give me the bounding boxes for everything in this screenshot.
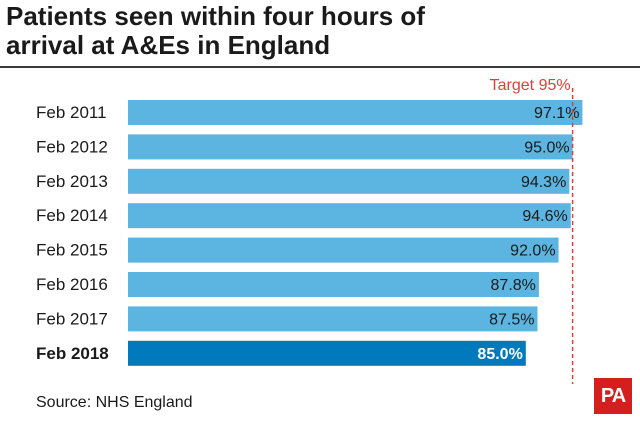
category-label: Feb 2012 bbox=[36, 137, 108, 156]
category-label: Feb 2015 bbox=[36, 241, 108, 260]
value-label: 92.0% bbox=[510, 243, 555, 260]
value-label: 87.8% bbox=[491, 277, 536, 294]
bar-feb-2015 bbox=[128, 237, 559, 263]
category-label: Feb 2013 bbox=[36, 172, 108, 191]
value-label: 85.0% bbox=[477, 346, 522, 363]
category-label: Feb 2011 bbox=[36, 103, 107, 122]
category-label: Feb 2014 bbox=[36, 206, 108, 225]
bar-feb-2014 bbox=[128, 203, 571, 229]
bar-feb-2011 bbox=[128, 100, 583, 125]
chart-title: Patients seen within four hours of arriv… bbox=[6, 2, 626, 60]
value-label: 95.0% bbox=[524, 139, 569, 156]
source-note: Source: NHS England bbox=[36, 394, 193, 411]
bar-feb-2018 bbox=[128, 340, 526, 366]
pa-logo: PA bbox=[594, 378, 632, 414]
bar-feb-2013 bbox=[128, 168, 570, 194]
chart-title-line-1: Patients seen within four hours of bbox=[6, 1, 425, 31]
category-label: Feb 2016 bbox=[36, 275, 108, 294]
bar-feb-2012 bbox=[128, 134, 573, 160]
bar-feb-2016 bbox=[128, 272, 539, 297]
value-label: 94.3% bbox=[521, 174, 566, 191]
value-label: 87.5% bbox=[489, 311, 534, 328]
target-label: Target 95% bbox=[490, 77, 571, 94]
chart-title-line-2: arrival at A&Es in England bbox=[6, 30, 331, 60]
value-label: 94.6% bbox=[522, 208, 567, 225]
value-label: 97.1% bbox=[534, 105, 579, 122]
category-label: Feb 2017 bbox=[36, 309, 108, 328]
category-label: Feb 2018 bbox=[36, 344, 109, 363]
title-divider bbox=[0, 66, 640, 68]
bar-feb-2017 bbox=[128, 306, 538, 332]
